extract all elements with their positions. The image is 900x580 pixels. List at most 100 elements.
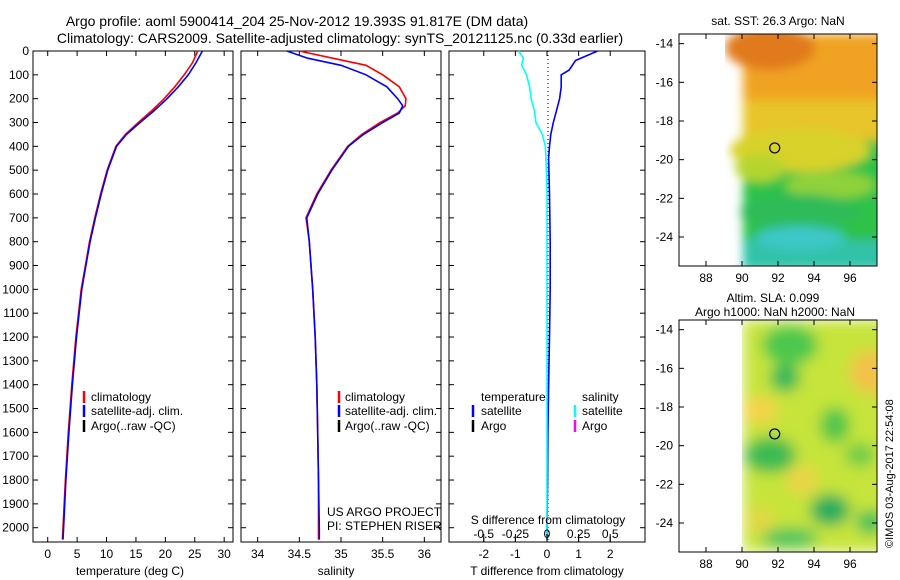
map-x-tick-label: 90: [735, 557, 749, 571]
series-line-satellite-adj-clim-: [286, 50, 404, 540]
x-tick-label: -2: [478, 547, 489, 561]
map-x-tick-label: 92: [771, 271, 785, 285]
legend-title-temperature: temperature: [481, 390, 546, 404]
x-tick-label: 15: [129, 547, 143, 561]
y-tick-label: 1400: [2, 378, 29, 392]
series-line-satellite-adj-clim-: [62, 50, 204, 540]
salinity-plot-frame: [240, 50, 442, 543]
y-tick-label: 100: [9, 68, 29, 82]
temperature-plot-frame: [32, 50, 234, 543]
sla-map-title-2: Argo h1000: NaN h2000: NaN: [695, 305, 855, 319]
s-tick-label: -0.25: [502, 527, 530, 541]
map-y-tick-label: -20: [656, 439, 674, 453]
map-y-tick-label: -20: [656, 153, 674, 167]
legend-label-satellite: satellite-adj. clim.: [345, 404, 437, 418]
y-tick-label: 1200: [2, 330, 29, 344]
y-tick-label: 900: [9, 259, 29, 273]
legend-label-argo: Argo(..raw -QC): [345, 419, 430, 433]
map-y-tick-label: -16: [656, 361, 674, 375]
x-tick-label: 5: [74, 547, 81, 561]
y-tick-label: 1000: [2, 282, 29, 296]
y-tick-label: 1500: [2, 402, 29, 416]
map-y-tick-label: -24: [656, 230, 674, 244]
y-tick-label: 400: [9, 139, 29, 153]
legend-label-climatology: climatology: [345, 390, 405, 404]
difference-x-label: T difference from climatology: [470, 564, 624, 578]
x-tick-label: 0: [44, 547, 51, 561]
map-y-tick-label: -22: [656, 477, 674, 491]
series-line-temperature-satellite: [546, 50, 598, 540]
sst-map: sat. SST: 26.3 Argo: NaN 88 90 92 94 96 -14 -1…: [656, 14, 878, 285]
y-tick-label: 500: [9, 163, 29, 177]
x-tick-label: 1: [575, 547, 582, 561]
x-tick-label: 30: [217, 547, 231, 561]
legend-label-climatology: climatology: [91, 390, 151, 404]
temperature-x-label: temperature (deg C): [76, 564, 184, 578]
side-stamp: ©IMOS 03-Aug-2017 22:54:08: [884, 399, 896, 548]
credit-pi: PI: STEPHEN RISER: [327, 519, 442, 533]
map-x-tick-label: 94: [807, 557, 821, 571]
sla-field: [742, 320, 877, 552]
map-x-tick-label: 96: [843, 557, 857, 571]
map-y-tick-label: -16: [656, 75, 674, 89]
s-tick-label: 0.25: [567, 527, 591, 541]
legend-label-sal-argo: Argo: [582, 419, 608, 433]
y-tick-label: 1300: [2, 354, 29, 368]
map-y-tick-label: -14: [656, 37, 674, 51]
map-y-tick-label: -24: [656, 516, 674, 530]
x-tick-label: 35.5: [371, 547, 395, 561]
legend-label-temp-satellite: satellite: [481, 404, 522, 418]
y-tick-label: 700: [9, 211, 29, 225]
x-tick-label: 25: [188, 547, 202, 561]
x-tick-label: 35: [334, 547, 348, 561]
map-x-tick-label: 94: [807, 271, 821, 285]
x-tick-label: -1: [510, 547, 521, 561]
y-tick-label: 1800: [2, 473, 29, 487]
map-y-tick-label: -18: [656, 400, 674, 414]
credit-project: US ARGO PROJECT: [327, 505, 442, 519]
legend-label-temp-argo: Argo: [481, 419, 507, 433]
x-tick-label: 0: [544, 547, 551, 561]
series-line-climatology: [61, 50, 199, 540]
map-x-tick-label: 92: [771, 557, 785, 571]
header-title-2: Climatology: CARS2009. Satellite-adjuste…: [57, 30, 623, 46]
x-tick-label: 10: [100, 547, 114, 561]
map-x-tick-label: 88: [699, 271, 713, 285]
x-tick-label: 34.5: [288, 547, 312, 561]
temperature-chart: 0100200300400500600700800900100011001200…: [2, 44, 645, 578]
sla-map: Altim. SLA: 0.099 Argo h1000: NaN h2000:…: [656, 291, 878, 571]
x-tick-label: 2: [607, 547, 614, 561]
sst-field: [725, 34, 877, 266]
s-tick-label: 0: [544, 527, 551, 541]
salinity-chart: 34 34.5 35 35.5 36 salinity climatology sate…: [240, 50, 442, 578]
s-tick-label: -0.5: [473, 527, 494, 541]
temperature-legend: climatology satellite-adj. clim. Argo(..…: [82, 390, 183, 433]
map-y-tick-label: -22: [656, 191, 674, 205]
y-tick-label: 600: [9, 187, 29, 201]
sla-map-title-1: Altim. SLA: 0.099: [727, 291, 820, 305]
map-x-tick-label: 90: [735, 271, 749, 285]
header-title-1: Argo profile: aoml 5900414_204 25-Nov-20…: [66, 13, 528, 29]
series-line-climatology: [299, 50, 407, 540]
x-tick-label: 20: [159, 547, 173, 561]
legend-label-argo: Argo(..raw -QC): [91, 419, 176, 433]
legend-label-satellite: satellite-adj. clim.: [91, 404, 183, 418]
map-y-tick-label: -18: [656, 114, 674, 128]
s-tick-label: 0.5: [602, 527, 619, 541]
sst-map-title: sat. SST: 26.3 Argo: NaN: [711, 14, 844, 28]
difference-chart: -2 -1 0 1 2 T difference from climatology S …: [448, 50, 646, 578]
profile-location-marker: [769, 142, 781, 154]
map-y-tick-label: -14: [656, 323, 674, 337]
y-tick-label: 1100: [3, 306, 29, 320]
y-tick-label: 1700: [2, 449, 29, 463]
y-tick-label: 200: [9, 92, 29, 106]
y-tick-label: 2000: [2, 521, 29, 535]
y-tick-label: 800: [9, 235, 29, 249]
map-x-tick-label: 96: [843, 271, 857, 285]
salinity-x-label: salinity: [318, 564, 355, 578]
y-tick-label: 0: [22, 44, 29, 58]
profile-location-marker: [769, 428, 781, 440]
x-tick-label: 34: [251, 547, 265, 561]
y-tick-label: 300: [9, 116, 29, 130]
